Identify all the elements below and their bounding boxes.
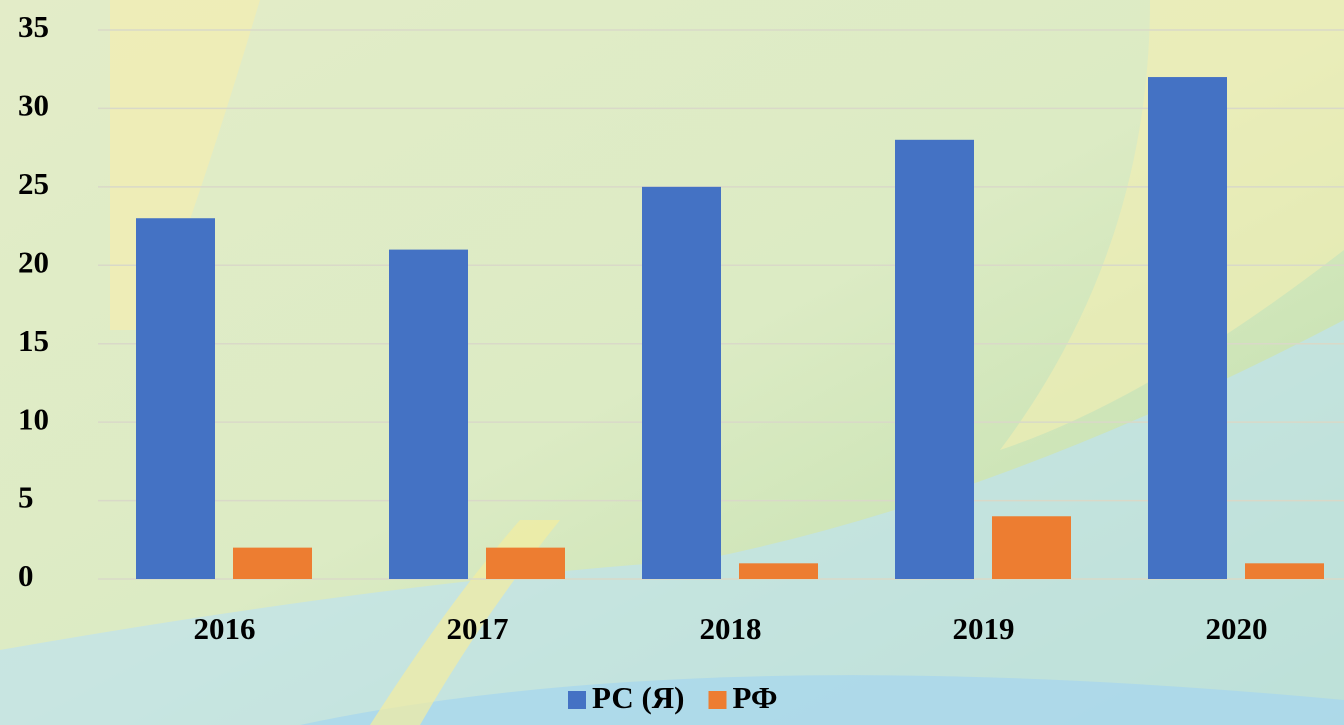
x-tick-label: 2016 xyxy=(194,611,256,646)
x-tick-label: 2017 xyxy=(447,611,509,646)
x-tick-label: 2020 xyxy=(1206,611,1268,646)
bar xyxy=(389,250,468,579)
legend: РС (Я) РФ xyxy=(568,680,778,715)
y-tick-label: 30 xyxy=(18,88,49,123)
y-tick-label: 10 xyxy=(18,401,49,436)
legend-label: РФ xyxy=(733,680,778,715)
x-tick-label: 2018 xyxy=(700,611,762,646)
y-tick-label: 25 xyxy=(18,166,49,201)
y-tick-label: 35 xyxy=(18,9,49,44)
bar xyxy=(1148,77,1227,579)
y-tick-label: 0 xyxy=(18,558,34,593)
bar xyxy=(992,516,1071,579)
y-tick-label: 5 xyxy=(18,480,34,515)
bar xyxy=(739,563,818,579)
chart: 0 5 10 15 20 25 30 35 2016 2017 2018 2019 2020 РС (Я… xyxy=(0,0,1344,725)
x-tick-label: 2019 xyxy=(953,611,1015,646)
legend-swatch xyxy=(709,691,727,709)
bar xyxy=(486,548,565,579)
bar xyxy=(642,187,721,579)
bar xyxy=(895,140,974,579)
bar xyxy=(136,218,215,579)
y-tick-label: 20 xyxy=(18,244,49,279)
y-tick-label: 15 xyxy=(18,323,49,358)
bar xyxy=(233,548,312,579)
legend-swatch xyxy=(568,691,586,709)
bar xyxy=(1245,563,1324,579)
legend-label: РС (Я) xyxy=(592,680,685,715)
